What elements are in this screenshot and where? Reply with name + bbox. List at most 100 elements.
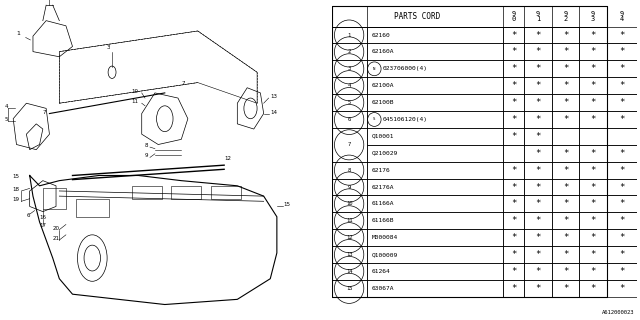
Text: *: * <box>563 250 568 259</box>
Text: *: * <box>590 64 596 73</box>
Text: 12: 12 <box>346 235 353 240</box>
Text: *: * <box>511 47 516 56</box>
Bar <box>332 27 367 44</box>
Text: *: * <box>535 30 541 40</box>
Text: 9
3: 9 3 <box>591 11 595 22</box>
Text: 7: 7 <box>348 142 351 147</box>
Text: 10: 10 <box>131 89 138 94</box>
Text: *: * <box>590 182 596 191</box>
Text: 62160: 62160 <box>371 33 390 37</box>
Text: *: * <box>535 149 541 158</box>
Bar <box>332 263 367 280</box>
Text: *: * <box>563 81 568 90</box>
Text: *: * <box>620 250 625 259</box>
Bar <box>503 145 524 162</box>
Bar <box>579 128 607 145</box>
Bar <box>367 94 503 111</box>
Bar <box>172 186 201 199</box>
Text: *: * <box>511 64 516 73</box>
Text: 62176A: 62176A <box>371 185 394 189</box>
Bar <box>524 246 552 263</box>
Text: 63067A: 63067A <box>371 286 394 291</box>
Bar <box>607 162 637 179</box>
Text: 2: 2 <box>348 49 351 54</box>
Text: *: * <box>535 98 541 107</box>
Bar <box>524 179 552 196</box>
Text: 9: 9 <box>145 153 148 158</box>
Text: 5: 5 <box>348 100 351 105</box>
Bar <box>552 246 579 263</box>
Bar <box>552 128 579 145</box>
Text: 61166B: 61166B <box>371 218 394 223</box>
Text: *: * <box>590 216 596 225</box>
Bar <box>524 77 552 94</box>
Text: *: * <box>563 166 568 175</box>
Text: *: * <box>511 182 516 191</box>
Bar <box>367 60 503 77</box>
Bar <box>367 111 503 128</box>
Text: *: * <box>590 250 596 259</box>
Text: 5: 5 <box>5 117 8 122</box>
Text: 14: 14 <box>346 269 353 274</box>
Text: *: * <box>535 216 541 225</box>
Bar <box>332 60 367 77</box>
Text: *: * <box>563 30 568 40</box>
Bar <box>524 145 552 162</box>
Text: 6: 6 <box>348 117 351 122</box>
Bar <box>503 229 524 246</box>
Text: S: S <box>373 117 376 122</box>
Bar <box>503 60 524 77</box>
Bar <box>367 263 503 280</box>
Text: *: * <box>620 284 625 293</box>
Bar <box>579 246 607 263</box>
Bar <box>367 179 503 196</box>
Bar <box>332 196 367 212</box>
Text: *: * <box>563 98 568 107</box>
Text: 11: 11 <box>131 99 138 104</box>
Text: 61264: 61264 <box>371 269 390 274</box>
Bar <box>367 162 503 179</box>
Bar <box>579 280 607 297</box>
Bar <box>367 44 503 60</box>
Text: 62100B: 62100B <box>371 100 394 105</box>
Bar <box>503 212 524 229</box>
Bar <box>332 246 367 263</box>
Text: *: * <box>620 233 625 242</box>
Text: 7: 7 <box>181 81 185 86</box>
Bar <box>524 94 552 111</box>
Text: *: * <box>620 115 625 124</box>
Bar <box>367 27 503 44</box>
Bar <box>552 229 579 246</box>
Text: 9: 9 <box>348 185 351 189</box>
Text: 14: 14 <box>270 109 277 115</box>
Bar <box>367 128 503 145</box>
Bar <box>552 196 579 212</box>
Text: *: * <box>563 64 568 73</box>
Bar <box>579 111 607 128</box>
Text: *: * <box>535 284 541 293</box>
Bar <box>607 128 637 145</box>
Text: *: * <box>535 199 541 208</box>
Bar <box>524 44 552 60</box>
Text: 4: 4 <box>348 83 351 88</box>
Text: *: * <box>535 47 541 56</box>
Bar <box>607 263 637 280</box>
Text: 1: 1 <box>348 33 351 37</box>
Bar <box>524 128 552 145</box>
Bar <box>579 77 607 94</box>
Text: 62100A: 62100A <box>371 83 394 88</box>
Bar <box>503 27 524 44</box>
Text: 9
4: 9 4 <box>620 11 624 22</box>
Bar <box>332 212 367 229</box>
Text: 10: 10 <box>346 201 353 206</box>
Bar <box>579 94 607 111</box>
Text: 13: 13 <box>346 252 353 257</box>
Text: 4: 4 <box>5 104 8 109</box>
Bar <box>503 111 524 128</box>
Bar <box>367 77 503 94</box>
Text: *: * <box>535 182 541 191</box>
Bar <box>579 263 607 280</box>
Bar <box>332 162 367 179</box>
Bar <box>607 111 637 128</box>
Text: *: * <box>511 284 516 293</box>
